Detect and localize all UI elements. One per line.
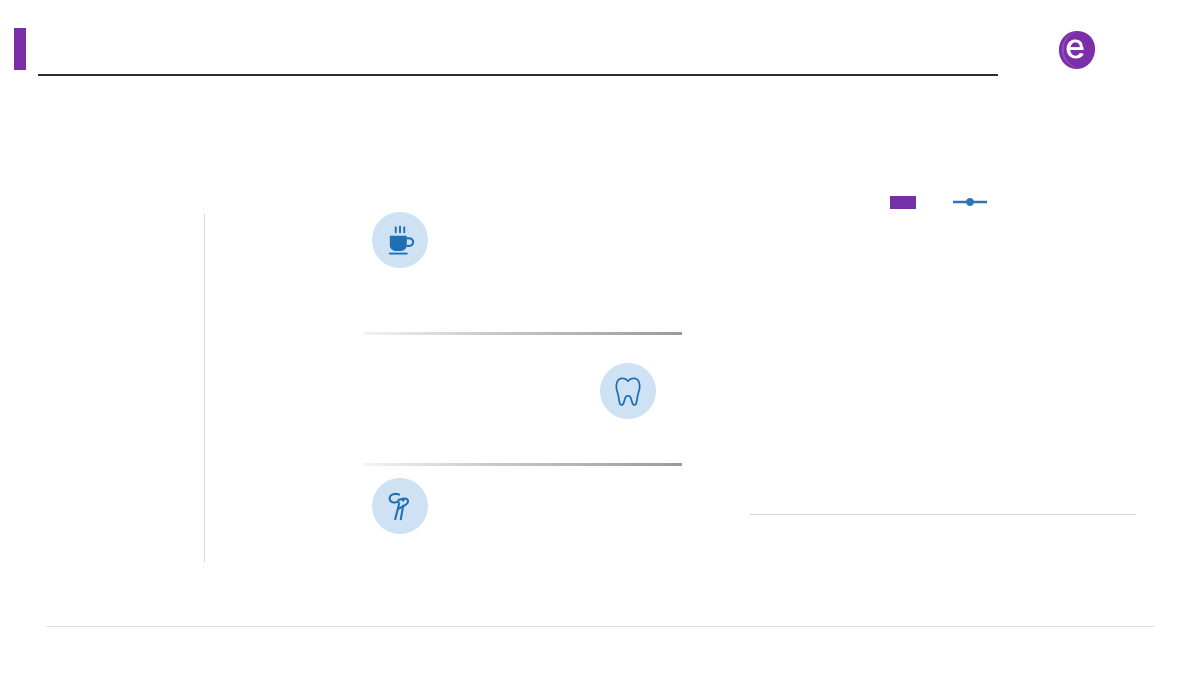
dental-pliers-icon (372, 478, 428, 534)
bullet-list (44, 96, 1144, 110)
footer-divider (46, 626, 1154, 627)
chart-baseline (750, 514, 1136, 515)
growth-line-series (750, 224, 1132, 514)
panel-market-size (706, 176, 1178, 590)
e-logo-icon (1058, 31, 1096, 69)
stat-item (358, 341, 698, 459)
bar-row (22, 536, 358, 562)
coffee-mug-icon (372, 212, 428, 268)
horizontal-bar-chart (22, 214, 358, 564)
stat-list (358, 210, 698, 590)
plot-area (750, 224, 1132, 514)
left-axis (706, 224, 748, 514)
bar-row (22, 408, 358, 434)
page-header (0, 22, 1200, 84)
stat-divider (364, 332, 682, 335)
combo-chart (706, 190, 1178, 590)
chart-legend (706, 190, 1178, 214)
chart-axis-line (204, 214, 205, 562)
legend-bar-swatch-icon (890, 195, 916, 209)
title-underline (38, 74, 998, 76)
stat-item (358, 472, 698, 590)
bar-row (22, 274, 358, 300)
stat-divider (364, 463, 682, 466)
bar-row (22, 475, 358, 501)
x-axis-labels (750, 522, 1132, 546)
right-axis (1136, 224, 1178, 514)
stat-item (358, 210, 698, 328)
legend-item-growth (953, 196, 994, 208)
tooth-icon (600, 363, 656, 419)
legend-item-sales (890, 195, 923, 209)
panel-oral-attitude-survey (358, 176, 698, 590)
bar-row (22, 341, 358, 367)
page-footer (0, 647, 1200, 667)
legend-line-swatch-icon (953, 196, 987, 208)
endata-logo (1058, 24, 1178, 80)
plot-region (706, 224, 1178, 544)
title-accent-bar (14, 28, 26, 70)
panel-oral-problem-causes (22, 176, 358, 564)
